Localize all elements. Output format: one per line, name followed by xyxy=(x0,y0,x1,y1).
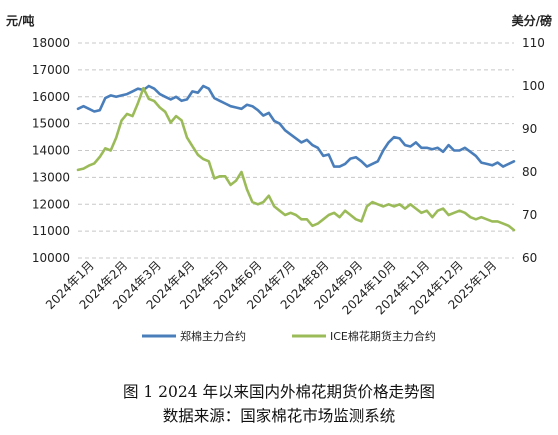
gridlines xyxy=(78,42,514,259)
right-tick-label: 70 xyxy=(522,208,537,222)
left-tick-label: 13000 xyxy=(32,170,70,184)
left-tick-label: 10000 xyxy=(32,251,70,265)
x-axis-ticks: 2024年1月2024年2月2024年3月2024年4月2024年5月2024年… xyxy=(43,258,499,317)
legend-label-ice: ICE棉花期货主力合约 xyxy=(330,329,436,343)
left-tick-label: 18000 xyxy=(32,36,70,50)
left-tick-label: 17000 xyxy=(32,63,70,77)
right-tick-label: 60 xyxy=(522,251,537,265)
series-lines xyxy=(76,84,516,232)
right-tick-label: 110 xyxy=(522,36,545,50)
left-axis-label: 元/吨 xyxy=(6,13,34,28)
legend-label-zce: 郑棉主力合约 xyxy=(180,329,246,343)
left-tick-label: 14000 xyxy=(32,144,70,158)
left-tick-label: 15000 xyxy=(32,117,70,131)
right-axis-label: 美分/磅 xyxy=(512,13,552,28)
right-axis-ticks: 60 70 80 90 100 110 xyxy=(522,36,545,265)
left-tick-label: 11000 xyxy=(32,224,70,238)
price-chart: 10000 11000 12000 13000 14000 15000 16000 17000… xyxy=(6,13,552,343)
legend: 郑棉主力合约 ICE棉花期货主力合约 xyxy=(142,329,436,343)
left-tick-label: 16000 xyxy=(32,90,70,104)
right-tick-label: 100 xyxy=(522,79,545,93)
data-source: 数据来源：国家棉花市场监测系统 xyxy=(162,407,396,425)
right-tick-label: 90 xyxy=(522,122,537,136)
left-tick-label: 12000 xyxy=(32,197,70,211)
figure-caption: 图 1 2024 年以来国内外棉花期货价格走势图 xyxy=(122,383,436,401)
series-line-ice xyxy=(76,86,516,232)
left-axis-ticks: 10000 11000 12000 13000 14000 15000 16000 17000… xyxy=(32,36,70,265)
series-line-zce xyxy=(76,84,516,168)
right-tick-label: 80 xyxy=(522,165,537,179)
